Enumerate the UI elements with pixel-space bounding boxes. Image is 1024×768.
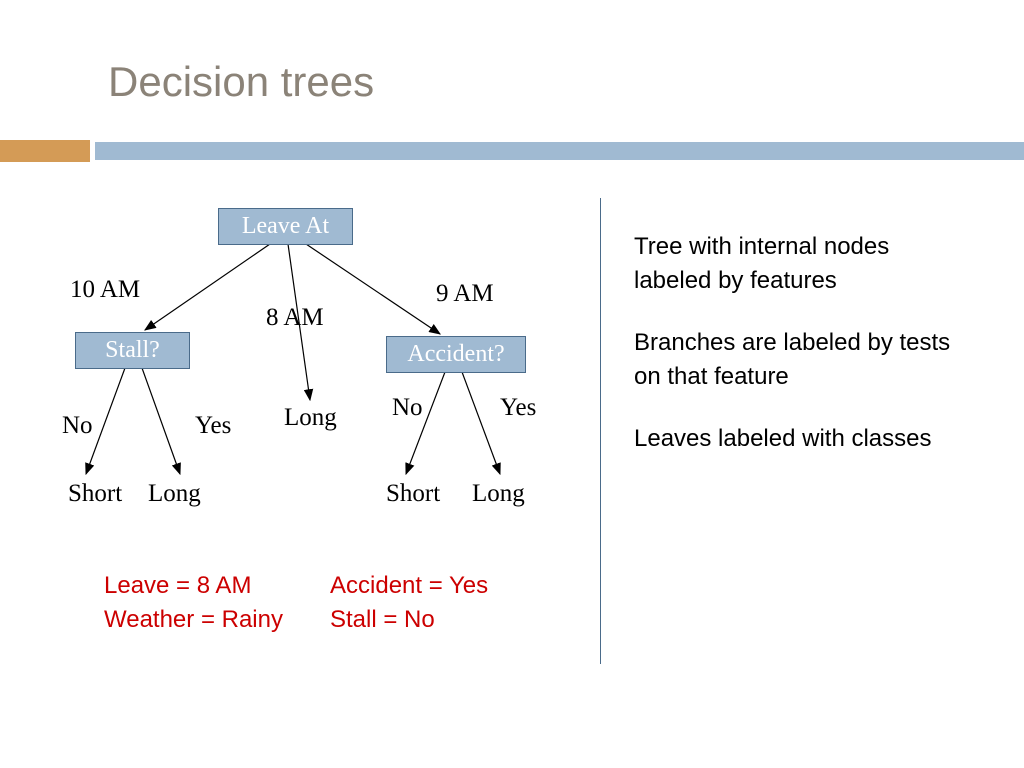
- branch-label: No: [392, 394, 423, 422]
- branch-label: Yes: [500, 394, 536, 422]
- accent-bar-orange: [0, 140, 90, 162]
- description-para-1: Tree with internal nodes labeled by feat…: [634, 230, 964, 297]
- branch-label: 10 AM: [70, 276, 140, 304]
- leaf-label: Short: [386, 480, 440, 508]
- branch-label: No: [62, 412, 93, 440]
- leaf-label: Short: [68, 480, 122, 508]
- description-para-2: Branches are labeled by tests on that fe…: [634, 326, 964, 393]
- branch-label: Yes: [195, 412, 231, 440]
- tree-node-accident: Accident?: [386, 336, 526, 373]
- branch-label: 9 AM: [436, 280, 494, 308]
- tree-node-stall: Stall?: [75, 332, 190, 369]
- leaf-label: Long: [284, 404, 337, 432]
- example-col1-line1: Leave = 8 AM: [104, 572, 251, 600]
- vertical-divider: [600, 198, 601, 664]
- example-col2-line1: Accident = Yes: [330, 572, 488, 600]
- description-para-3: Leaves labeled with classes: [634, 422, 964, 456]
- example-col2-line2: Stall = No: [330, 606, 435, 634]
- tree-node-root: Leave At: [218, 208, 353, 245]
- leaf-label: Long: [472, 480, 525, 508]
- leaf-label: Long: [148, 480, 201, 508]
- slide-title: Decision trees: [108, 58, 374, 106]
- example-col1-line2: Weather = Rainy: [104, 606, 283, 634]
- branch-label: 8 AM: [266, 304, 324, 332]
- accent-bar-blue: [95, 142, 1024, 160]
